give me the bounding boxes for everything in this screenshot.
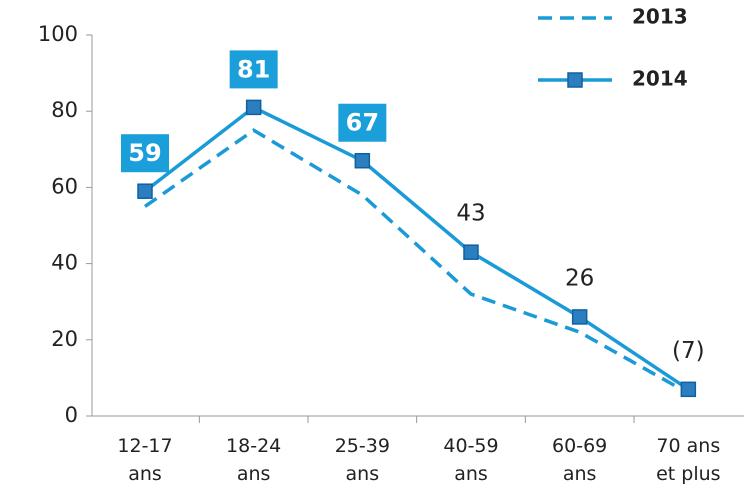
marker: [680, 381, 697, 398]
marker: [137, 183, 153, 199]
data-label: 26: [565, 265, 594, 291]
line-2013: [143, 128, 690, 395]
legend-label: 2014: [632, 67, 688, 91]
y-tick-label: 100: [38, 22, 78, 46]
y-tick-label: 60: [51, 174, 78, 198]
legend-label: 2013: [632, 5, 688, 29]
x-tick-label: 18-24 ans: [226, 435, 281, 485]
marker: [571, 309, 588, 325]
marker: [354, 152, 371, 169]
data-label: 43: [456, 201, 485, 227]
x-tick-label: 40-59 ans: [443, 435, 498, 485]
y-tick-label: 20: [51, 327, 78, 351]
marker: [463, 244, 479, 260]
y-tick-label: 0: [65, 403, 78, 427]
marker: [245, 99, 262, 116]
x-tick-label: 60-69 ans: [552, 435, 607, 485]
label-box: [338, 103, 387, 142]
data-label: 59: [128, 139, 161, 167]
label-box: [229, 50, 278, 89]
data-label: 81: [237, 55, 270, 83]
label-box: [121, 134, 169, 173]
x-tick-label: 70 ans et plus: [656, 435, 720, 485]
x-tick-label: 25-39 ans: [335, 435, 390, 485]
legend-marker: [567, 72, 583, 88]
x-tick-label: 12-17 ans: [117, 435, 172, 485]
y-tick-label: 40: [51, 251, 78, 275]
data-label: (7): [672, 338, 705, 364]
y-tick-label: 80: [51, 98, 78, 122]
line-2014: [143, 105, 690, 391]
data-label: 67: [346, 109, 379, 137]
